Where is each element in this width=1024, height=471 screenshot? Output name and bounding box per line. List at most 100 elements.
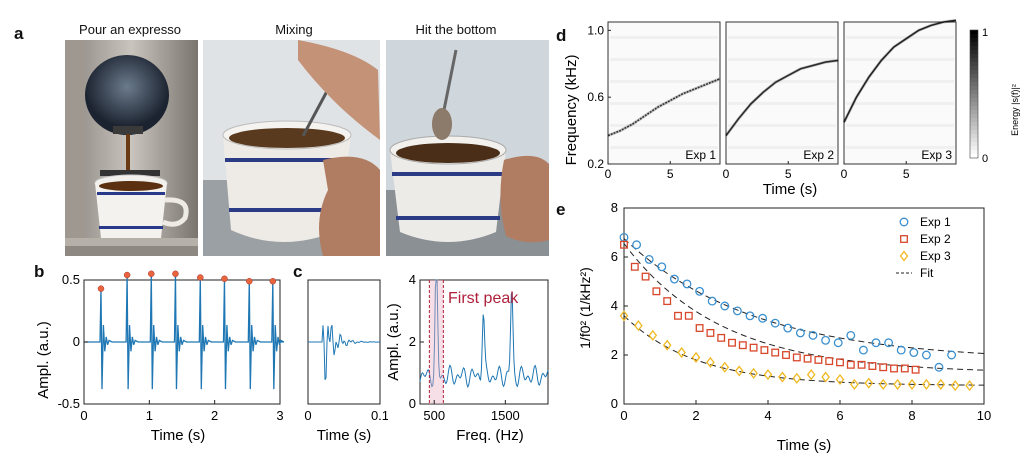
heatmap-noise-band	[610, 146, 718, 149]
heatmap-noise-band	[728, 80, 836, 83]
exp2-data-point	[771, 348, 780, 357]
colorbar-step	[970, 82, 978, 87]
exp2-data-point	[868, 362, 877, 370]
exp1-data-point	[720, 301, 730, 311]
exp2-data-point	[846, 360, 855, 369]
heatmap-noise-band	[846, 58, 954, 61]
colorbar-frame	[969, 29, 979, 159]
chart-d-xlabel: Time (s)	[763, 181, 817, 198]
legend-marker-exp2	[900, 235, 908, 243]
exp1-data-point	[947, 350, 957, 360]
chart-e-ytick-label: 0	[611, 396, 618, 411]
chart-b-xtick-label: 2	[211, 408, 218, 423]
exp2-data-point	[728, 338, 736, 347]
colorbar-label: Energy |s(f)|²	[1010, 84, 1020, 136]
exp1-data-point	[783, 323, 793, 333]
colorbar-step	[970, 38, 978, 43]
exp2-data-point	[749, 343, 758, 352]
chart-c-right-xtick-label: 500	[423, 408, 445, 423]
chart-e-ytick-label: 6	[611, 249, 618, 264]
exp3-data-point	[648, 329, 658, 341]
photo-mixing	[203, 40, 380, 256]
heatmap-ytick-label: 1.0	[587, 23, 604, 37]
chart-c-right-ylabel: Ampl. (a.u.)	[385, 303, 402, 381]
colorbar-step	[970, 138, 978, 143]
chart-e-xtick-label: 2	[692, 408, 699, 423]
chart-b-peak-point	[123, 271, 131, 279]
exp2-data-point	[706, 329, 715, 337]
chart-c-right-ytick-label: 0	[409, 396, 416, 411]
photo-hit-bottom	[386, 40, 549, 256]
colorbar-step	[970, 118, 978, 123]
colorbar-step	[970, 98, 978, 103]
chart-e-ytick-label: 2	[611, 347, 618, 362]
chart-c-left-xlabel: Time (s)	[317, 427, 371, 444]
exp2-data-point	[857, 360, 866, 369]
fit-curve-2	[623, 243, 985, 371]
colorbar-step	[970, 114, 978, 119]
exp3-data-point	[907, 378, 917, 390]
colorbar-step	[970, 42, 978, 47]
colorbar-step	[970, 94, 978, 99]
colorbar-step	[970, 74, 978, 79]
chart-c-right-ytick-label: 4	[409, 272, 416, 287]
heatmap-noise-band	[610, 58, 718, 61]
panel-label-d: d	[556, 26, 567, 45]
exp1-data-point	[896, 345, 906, 355]
exp1-data-point	[657, 262, 667, 272]
colorbar-step	[970, 122, 978, 127]
colorbar-step	[970, 58, 978, 63]
exp2-data-point	[890, 364, 898, 373]
exp2-data-point	[738, 341, 747, 350]
exp1-data-point	[846, 330, 856, 340]
exp2-data-point	[900, 364, 909, 373]
exp3-data-point	[706, 356, 715, 368]
chart-e-ytick-label: 8	[611, 200, 618, 215]
exp3-data-point	[677, 346, 686, 359]
heatmap-noise-band	[846, 80, 954, 83]
heatmap-xtick-label: 5	[903, 167, 910, 181]
colorbar-tick-label: 0	[982, 153, 988, 165]
exp1-data-point	[682, 279, 692, 289]
exp2-data-point	[663, 297, 672, 306]
exp3-data-point	[950, 380, 960, 392]
exp2-data-point	[803, 354, 812, 363]
colorbar-step	[970, 78, 978, 83]
exp3-data-point	[619, 310, 629, 322]
legend-label: Exp 3	[920, 249, 951, 263]
chart-e-xtick-label: 10	[977, 408, 991, 423]
colorbar-step	[970, 126, 978, 131]
colorbar-tick-label: 1	[982, 27, 988, 39]
chart-d-ylabel: Frequency (kHz)	[563, 55, 580, 166]
chart-b-peak-point	[269, 277, 277, 285]
first-peak-band	[429, 280, 444, 404]
exp3-data-point	[749, 367, 758, 379]
heatmap-noise-band	[728, 58, 836, 61]
chart-b-signal-line	[84, 273, 285, 390]
heatmap-noise-band	[846, 146, 954, 149]
legend-marker-exp3	[899, 250, 909, 262]
chart-c-left-xtick-label: 0.1	[371, 408, 388, 423]
chart-b: 0 1 2 3-0.500.5 Ampl. (a.u.) Time (s)	[35, 270, 285, 444]
heatmap-ridge-line	[607, 78, 721, 137]
exp1-data-point	[833, 338, 843, 348]
exp2-data-point	[879, 363, 888, 372]
exp3-data-point	[821, 371, 830, 383]
heatmap-xtick-label: 5	[785, 167, 792, 181]
exp3-data-point	[778, 371, 787, 383]
exp2-data-point	[641, 272, 650, 281]
chart-e-xtick-label: 6	[836, 408, 843, 423]
exp2-data-point	[652, 287, 661, 296]
chart-b-ytick-label: 0.5	[62, 272, 80, 287]
chart-c-right-xlabel: Freq. (Hz)	[456, 427, 524, 444]
heatmap-1-frame	[607, 21, 721, 165]
exp1-data-point	[871, 338, 881, 348]
heatmap-exp-label: Exp 2	[803, 148, 834, 162]
colorbar-step	[970, 50, 978, 55]
colorbar-step	[970, 30, 978, 35]
chart-b-xtick-label: 0	[80, 408, 87, 423]
exp3-data-point	[864, 377, 874, 389]
exp2-data-point	[792, 353, 801, 362]
exp3-data-point	[806, 369, 816, 381]
heatmap-3-frame	[843, 21, 957, 165]
